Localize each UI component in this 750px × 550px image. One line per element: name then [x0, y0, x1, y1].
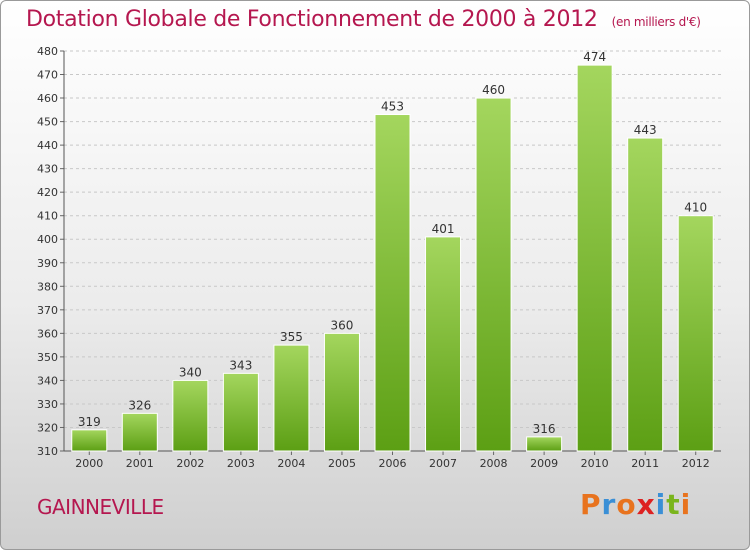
y-tick-label: 350 — [37, 351, 58, 364]
chart-title: Dotation Globale de Fonctionnement de 20… — [26, 7, 701, 32]
axes: 310 320 330 340 350 360 370 380 390 400 410 420 430 4… — [37, 45, 721, 470]
bar-value-label: 355 — [280, 330, 303, 344]
bar-value-label: 453 — [381, 100, 404, 114]
commune-name: GAINNEVILLE — [37, 495, 164, 519]
logo-letter: i — [680, 488, 692, 521]
logo-letter: r — [601, 488, 617, 521]
bar-2009[interactable] — [526, 436, 563, 452]
bar-2006[interactable] — [374, 114, 411, 452]
bar-value-label: 316 — [533, 422, 556, 436]
bar-2000[interactable] — [71, 429, 108, 452]
logo-letter: t — [666, 488, 681, 521]
x-tick-label: 2009 — [530, 457, 558, 470]
bar-2004[interactable] — [273, 344, 310, 452]
bar-value-label: 401 — [432, 222, 455, 236]
bar-value-label: 340 — [179, 365, 202, 379]
x-tick-label: 2001 — [126, 457, 154, 470]
bar-value-label: 343 — [229, 358, 252, 372]
x-tick-label: 2000 — [75, 457, 103, 470]
bar-2011[interactable] — [627, 137, 664, 452]
bar-2007[interactable] — [425, 236, 462, 452]
y-tick-label: 390 — [37, 257, 58, 270]
y-tick-label: 360 — [37, 327, 58, 340]
bar-value-label: 460 — [482, 83, 505, 97]
y-tick-label: 480 — [37, 45, 58, 58]
bar-2010[interactable] — [576, 64, 613, 452]
bar-2012[interactable] — [677, 215, 714, 452]
y-tick-label: 470 — [37, 69, 58, 82]
bar-2008[interactable] — [475, 97, 512, 452]
bar-value-label: 443 — [634, 123, 657, 137]
bar-2003[interactable] — [222, 372, 259, 452]
x-tick-label: 2012 — [682, 457, 710, 470]
y-tick-label: 430 — [37, 163, 58, 176]
x-tick-label: 2006 — [379, 457, 407, 470]
logo-letter: o — [616, 488, 637, 521]
y-tick-label: 440 — [37, 139, 58, 152]
proxiti-logo[interactable]: Proxiti — [580, 488, 691, 521]
bar-value-label: 319 — [78, 415, 101, 429]
y-tick-label: 330 — [37, 398, 58, 411]
bar-value-label: 410 — [684, 201, 707, 215]
logo-letter: x — [636, 488, 656, 521]
y-tick-label: 380 — [37, 280, 58, 293]
x-tick-label: 2003 — [227, 457, 255, 470]
y-tick-label: 420 — [37, 186, 58, 199]
x-tick-label: 2004 — [277, 457, 305, 470]
logo-letter: P — [580, 488, 602, 521]
y-tick-label: 310 — [37, 445, 58, 458]
y-tick-label: 450 — [37, 116, 58, 129]
bar-value-label: 326 — [128, 398, 151, 412]
x-tick-label: 2007 — [429, 457, 457, 470]
y-tick-label: 460 — [37, 92, 58, 105]
bar-value-label: 360 — [331, 318, 354, 332]
x-tick-label: 2008 — [480, 457, 508, 470]
x-tick-label: 2011 — [631, 457, 659, 470]
logo-letter: i — [655, 488, 667, 521]
bar-2002[interactable] — [172, 379, 209, 452]
chart-title-text: Dotation Globale de Fonctionnement de 20… — [26, 7, 598, 32]
x-tick-label: 2005 — [328, 457, 356, 470]
bar-2001[interactable] — [121, 412, 158, 452]
y-tick-label: 340 — [37, 374, 58, 387]
y-tick-label: 320 — [37, 421, 58, 434]
y-tick-label: 410 — [37, 210, 58, 223]
x-tick-label: 2010 — [581, 457, 609, 470]
y-tick-label: 370 — [37, 304, 58, 317]
chart-subtitle: (en milliers d'€) — [611, 15, 701, 29]
bar-2005[interactable] — [323, 332, 360, 452]
bars — [71, 64, 714, 452]
x-tick-label: 2002 — [176, 457, 204, 470]
bar-value-label: 474 — [583, 50, 606, 64]
y-tick-label: 400 — [37, 233, 58, 246]
data-labels: 319 326 340 343 355 360 453 401 460 316 474 443 410 — [78, 50, 707, 436]
